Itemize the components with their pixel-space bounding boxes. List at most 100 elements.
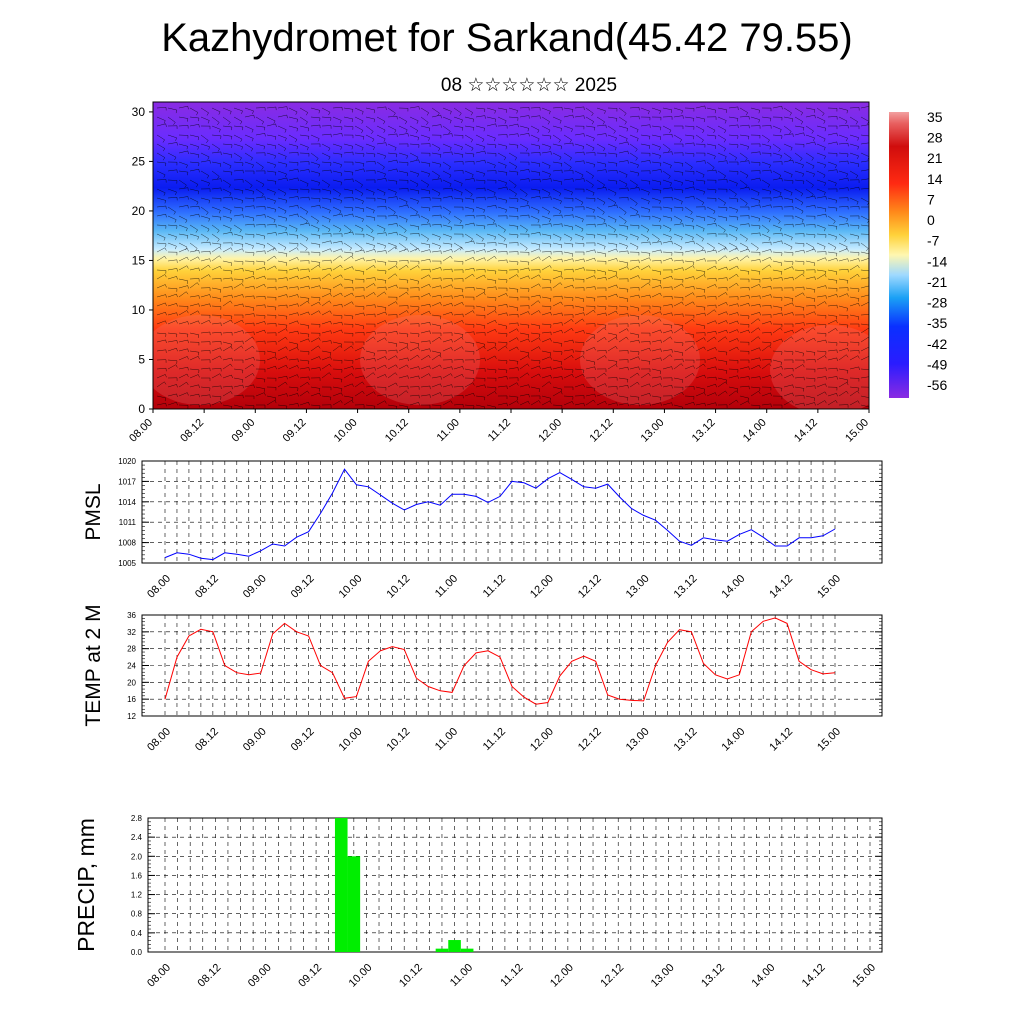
x-tick-label: 15.00: [815, 573, 843, 601]
colorbar-label: 14: [927, 171, 943, 187]
x-tick-label: 10.12: [384, 726, 412, 754]
y-tick-label: 1014: [118, 498, 136, 507]
x-tick-label: 13.12: [672, 726, 700, 754]
x-tick-label: 15.00: [843, 417, 871, 445]
x-tick-label: 08.12: [193, 726, 221, 754]
colorbar-label: -14: [927, 253, 947, 269]
y-tick-label: 1011: [119, 518, 137, 527]
colorbar-label: -56: [927, 377, 947, 393]
x-tick-label: 09.12: [289, 573, 317, 601]
x-tick-label: 08.12: [196, 962, 224, 990]
temperature-crosssection: 0 5 10 15 20 25 30 08.00 08.12 09.00 09.12 10.00 10.…: [127, 101, 871, 445]
x-tick-label: 13.12: [672, 573, 700, 601]
x-tick-label: 11.12: [498, 962, 525, 989]
x-tick-label: 10.12: [383, 417, 411, 445]
x-tick-label: 14.00: [741, 417, 769, 445]
x-tick-label: 09.12: [296, 962, 324, 990]
x-tick-label: 12.12: [598, 962, 626, 990]
x-tick-label: 09.00: [246, 962, 274, 990]
y-tick-label: 20: [127, 678, 136, 687]
y-tick-label: 10: [132, 303, 146, 317]
y-tick-label: 5: [138, 352, 145, 366]
x-tick-label: 08.12: [178, 417, 206, 445]
heatmap-overlay: [153, 105, 869, 409]
chart-subtitle: 08 ☆☆☆☆☆☆ 2025: [440, 75, 618, 96]
y-tick-label: 15: [132, 253, 146, 267]
y-tick-label: 28: [127, 645, 136, 654]
y-axis-label: TEMP at 2 M: [82, 604, 105, 726]
x-tick-label: 14.00: [749, 962, 777, 990]
x-tick-label: 08.00: [127, 417, 155, 445]
y-tick-label: 20: [132, 204, 146, 218]
y-tick-label: 12: [127, 712, 136, 721]
precip-bar: [435, 948, 449, 952]
warm-blob: [360, 315, 480, 405]
x-tick-label: 10.00: [332, 417, 360, 445]
x-tick-label: 12.00: [536, 417, 564, 445]
x-tick-label: 10.12: [397, 962, 425, 990]
colorbar-label: 28: [927, 130, 943, 146]
x-tick-label: 12.12: [576, 726, 604, 754]
colorbar-label: -7: [927, 233, 940, 249]
x-tick-label: 09.12: [289, 726, 317, 754]
x-tick-label: 13.00: [624, 573, 652, 601]
x-tick-label: 11.00: [435, 417, 462, 444]
x-tick-label: 12.00: [528, 573, 556, 601]
heatmap-field: [153, 102, 869, 409]
y-axis-label: PRECIP, mm: [73, 818, 99, 952]
precip-bar: [347, 856, 361, 952]
x-tick-label: 10.00: [337, 726, 365, 754]
pmsl-panel: 1005 1008 1011 1014 1017 1020 08.00 08.12 09.00 0…: [82, 457, 883, 601]
x-tick-label: 13.00: [649, 962, 677, 990]
x-tick-label: 15.00: [850, 962, 878, 990]
precip-bar: [448, 940, 461, 952]
colorbar-label: -28: [927, 295, 947, 311]
colorbar-label: -21: [927, 274, 947, 290]
x-tick-label: 12.00: [528, 726, 556, 754]
y-tick-label: 25: [132, 154, 146, 168]
pmsl-series-line: [164, 468, 836, 561]
x-tick-label: 13.12: [690, 417, 718, 445]
y-axis-label: PMSL: [82, 483, 105, 540]
colorbar-label: 35: [927, 109, 943, 125]
precip-panel: 0.0 0.4 0.8 1.2 1.6 2.0 2.4 2.8 08.00 08.12 09.00 0…: [73, 814, 883, 990]
temp-series-line: [164, 617, 836, 705]
y-tick-label: 0.4: [131, 929, 143, 938]
colorbar-label: 0: [927, 212, 935, 228]
y-tick-label: 2.0: [131, 852, 143, 861]
y-tick-label: 24: [127, 662, 136, 671]
y-tick-label: 1.2: [131, 891, 143, 900]
temp-panel: 12 16 20 24 28 32 36 08.00 08.12 09.00 09.12 10.00 1…: [82, 604, 883, 754]
y-tick-label: 36: [127, 611, 136, 620]
x-tick-label: 10.00: [347, 962, 375, 990]
x-tick-label: 11.00: [448, 962, 475, 989]
colorbar-bar: [889, 112, 909, 398]
x-tick-label: 12.12: [576, 573, 604, 601]
y-tick-label: 1017: [118, 477, 136, 486]
y-tick-label: 0.8: [131, 910, 143, 919]
x-tick-label: 11.12: [481, 573, 508, 600]
x-tick-label: 13.00: [639, 417, 667, 445]
x-tick-label: 13.00: [624, 726, 652, 754]
x-tick-label: 08.00: [145, 573, 173, 601]
y-tick-label: 30: [132, 105, 146, 119]
precip-bar: [334, 818, 348, 952]
colorbar: 35 28 21 14 7 0 -7 -14 -21 -28 -35 -42 -49 -56: [889, 109, 947, 398]
colorbar-label: -35: [927, 315, 947, 331]
y-tick-label: 1020: [118, 457, 136, 466]
x-tick-label: 14.12: [767, 573, 795, 601]
x-tick-label: 09.00: [229, 417, 257, 445]
colorbar-label: -49: [927, 356, 947, 372]
warm-blob: [580, 315, 700, 405]
x-tick-label: 09.00: [241, 726, 269, 754]
x-tick-label: 13.12: [699, 962, 727, 990]
x-tick-label: 12.12: [587, 417, 615, 445]
x-tick-label: 15.00: [815, 726, 843, 754]
x-tick-label: 14.00: [719, 726, 747, 754]
precip-bar: [460, 948, 474, 952]
x-tick-label: 08.00: [145, 726, 173, 754]
wind-barbs: [156, 105, 869, 409]
y-tick-label: 0.0: [131, 948, 143, 957]
y-tick-label: 2.4: [131, 833, 143, 842]
